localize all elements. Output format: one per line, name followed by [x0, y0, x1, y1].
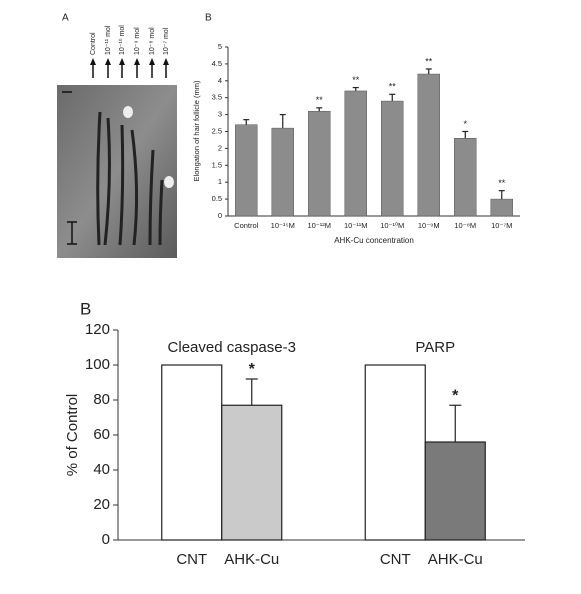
x-tick-label: 10⁻¹²M [307, 221, 331, 230]
y-tick-label: 4.5 [212, 59, 222, 68]
x-axis-title: AHK-Cu concentration [334, 236, 414, 245]
legend-label: AHK-Cu [428, 551, 483, 568]
bar [417, 73, 440, 217]
y-tick-label: 2 [218, 143, 222, 152]
arrow-label: 10⁻¹⁰ mol [118, 25, 126, 55]
y-tick-label: 3.5 [212, 93, 222, 102]
x-tick-label: 10⁻⁷M [491, 221, 512, 230]
x-tick-label: 10⁻¹⁰M [380, 221, 404, 230]
x-tick-label: 10⁻⁹M [418, 221, 440, 230]
arrow-head [119, 58, 125, 65]
significance: ** [389, 82, 397, 92]
y-tick-label: 1.5 [212, 160, 222, 169]
arrow-label: Control [90, 32, 97, 55]
arrow-head [105, 58, 111, 65]
significance: * [249, 361, 256, 378]
x-tick-label: Control [234, 221, 259, 230]
bar [344, 90, 367, 217]
arrow-head [163, 58, 169, 65]
x-tick-label: 10⁻⁸M [454, 221, 476, 230]
bar [490, 198, 513, 217]
y-tick-label: 0 [102, 531, 110, 548]
bar [271, 127, 294, 217]
panel-label: A [62, 13, 69, 24]
y-tick-label: 3 [218, 110, 222, 119]
y-tick-label: 80 [93, 391, 110, 408]
y-tick-label: 1 [218, 177, 222, 186]
y-tick-label: 4 [218, 76, 222, 85]
legend-label: AHK-Cu [224, 551, 279, 568]
y-tick-label: 120 [85, 321, 110, 338]
bar [364, 364, 426, 541]
arrow-head [149, 58, 155, 65]
significance: ** [352, 75, 360, 85]
x-tick-label: 10⁻¹¹M [344, 221, 368, 230]
y-axis-title: % of Control [64, 394, 81, 477]
significance: ** [425, 56, 433, 66]
y-tick-label: 60 [93, 426, 110, 443]
arrow-head [90, 58, 96, 65]
bar [308, 110, 331, 217]
panel-label: B [80, 299, 91, 318]
significance: * [463, 119, 467, 129]
legend-label: CNT [380, 551, 411, 568]
group-label: Cleaved caspase-3 [168, 339, 296, 356]
legend-label: CNT [176, 551, 207, 568]
bar [235, 124, 258, 217]
arrow-label: 10⁻¹¹ mol [105, 25, 112, 55]
y-tick-label: 0.5 [212, 194, 222, 203]
panel-label: B [205, 13, 212, 24]
arrow-label: 10⁻⁸ mol [149, 27, 156, 55]
bar [221, 404, 283, 541]
y-tick-label: 5 [218, 42, 222, 51]
significance: ** [498, 178, 506, 188]
bar [381, 100, 404, 217]
arrow-label: 10⁻⁹ mol [134, 27, 141, 55]
bar [161, 364, 223, 541]
bar [424, 441, 486, 541]
significance: * [452, 387, 459, 404]
y-tick-label: 0 [218, 211, 222, 220]
x-tick-label: 10⁻¹⁵M [271, 221, 295, 230]
arrow-head [134, 58, 140, 65]
arrow-label: 10⁻⁷ mol [163, 27, 170, 55]
y-tick-label: 100 [85, 356, 110, 373]
y-tick-label: 40 [93, 461, 110, 478]
y-axis-title: Elongation of hair follicle (mm) [192, 80, 201, 181]
significance: ** [316, 95, 324, 105]
bar [454, 138, 477, 217]
y-tick-label: 2.5 [212, 126, 222, 135]
y-tick-label: 20 [93, 496, 110, 513]
group-label: PARP [415, 339, 455, 356]
photo [57, 85, 177, 258]
